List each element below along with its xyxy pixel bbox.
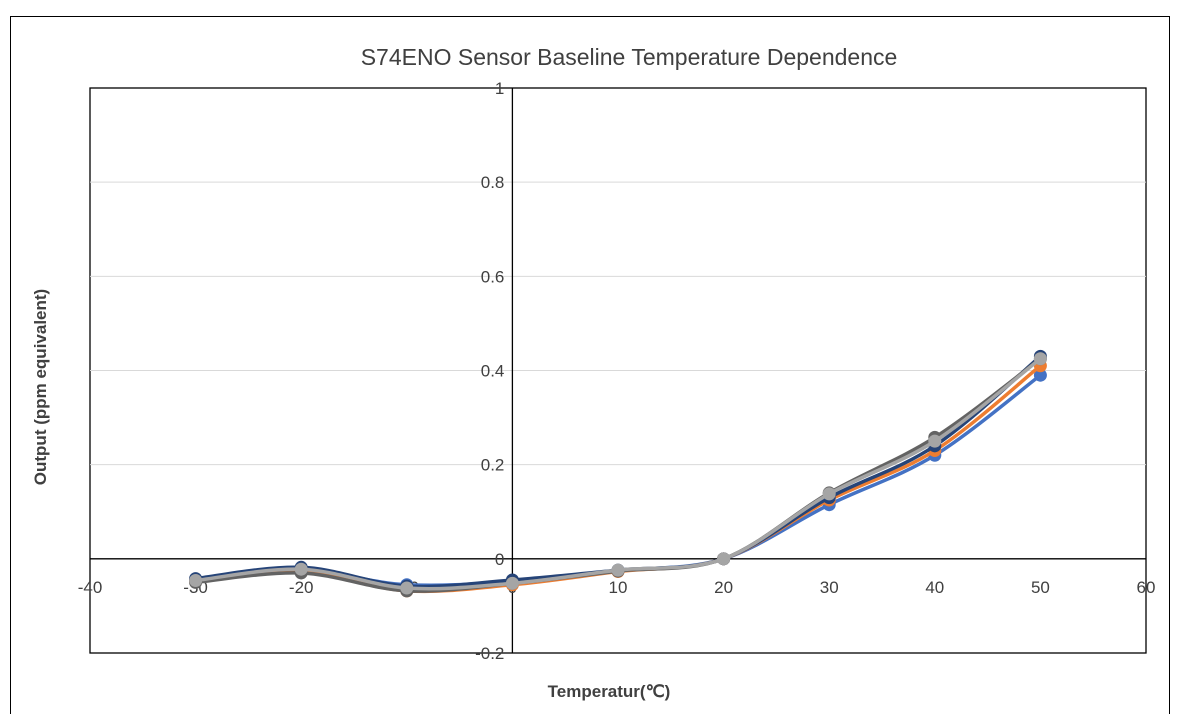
series-3 <box>189 349 1047 593</box>
data-point <box>822 487 836 501</box>
y-tick-label: 0.8 <box>481 173 505 192</box>
data-point <box>1033 352 1047 366</box>
data-point <box>611 563 625 577</box>
data-point <box>400 581 414 595</box>
y-axis-title: Output (ppm equivalent) <box>31 289 50 485</box>
y-tick-label: 0.6 <box>481 267 505 286</box>
x-tick-label: 10 <box>609 578 628 597</box>
data-point <box>505 576 519 590</box>
x-tick-labels: -40-30-20-100102030405060 <box>78 578 1156 597</box>
x-tick-label: -40 <box>78 578 103 597</box>
series-1 <box>189 368 1047 592</box>
y-tick-labels: -0.2 0 0.2 0.4 0.6 0.8 1 <box>475 79 504 663</box>
x-tick-label: 60 <box>1137 578 1156 597</box>
x-tick-label: 20 <box>714 578 733 597</box>
series-line <box>193 356 1043 593</box>
gridlines <box>90 181 1146 466</box>
series-4 <box>189 352 1047 598</box>
series-line <box>193 373 1043 588</box>
data-point <box>1033 368 1047 382</box>
data-point <box>717 552 731 566</box>
series-line <box>193 354 1043 589</box>
x-axis-title: Temperatur(℃) <box>548 682 671 701</box>
y-tick-label: 0.2 <box>481 456 505 475</box>
y-tick-label: 0.4 <box>481 362 505 381</box>
series-group <box>189 349 1047 598</box>
y-tick-label: 1 <box>495 79 504 98</box>
y-tick-label: -0.2 <box>475 644 504 663</box>
y-tick-label: 0 <box>495 550 504 569</box>
series-line <box>193 364 1043 594</box>
x-tick-label: -20 <box>289 578 314 597</box>
data-point <box>189 573 203 587</box>
data-point <box>294 562 308 576</box>
x-tick-label: 30 <box>820 578 839 597</box>
axes <box>90 88 1146 653</box>
data-point <box>928 434 942 448</box>
x-tick-label: 40 <box>925 578 944 597</box>
series-5 <box>189 352 1047 595</box>
chart-frame <box>10 16 1170 714</box>
x-tick-label: 50 <box>1031 578 1050 597</box>
series-2 <box>189 359 1047 598</box>
chart-title: S74ENO Sensor Baseline Temperature Depen… <box>361 44 898 70</box>
series-line <box>193 356 1043 591</box>
